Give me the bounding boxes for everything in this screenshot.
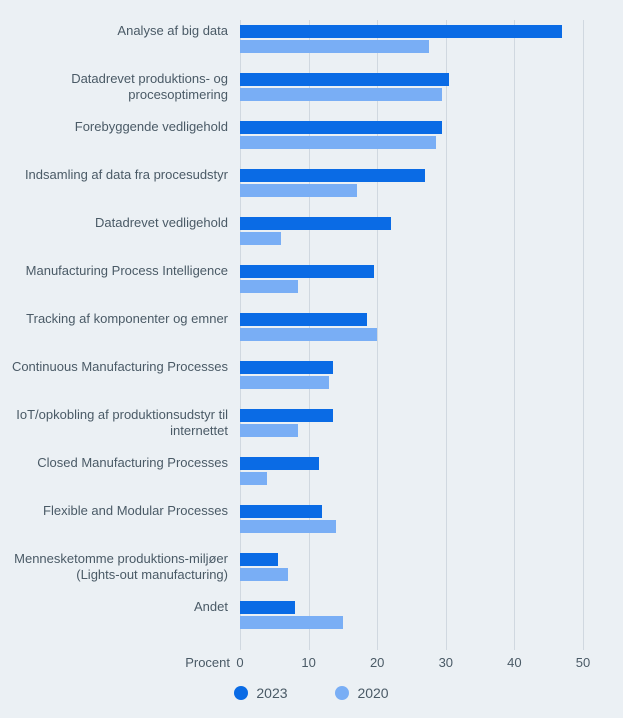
plot-area bbox=[240, 20, 583, 650]
category-label: Analyse af big data bbox=[8, 23, 228, 39]
x-tick-label: 30 bbox=[431, 655, 461, 670]
bar bbox=[240, 265, 374, 278]
bar bbox=[240, 457, 319, 470]
bar bbox=[240, 217, 391, 230]
category-label: Closed Manufacturing Processes bbox=[8, 455, 228, 471]
legend-swatch-2020 bbox=[335, 686, 349, 700]
bar bbox=[240, 184, 357, 197]
category-label: Indsamling af data fra procesudstyr bbox=[8, 167, 228, 183]
bar bbox=[240, 568, 288, 581]
gridline bbox=[446, 20, 447, 650]
category-label: Manufacturing Process Intelligence bbox=[8, 263, 228, 279]
legend-item-2023: 2023 bbox=[234, 685, 287, 701]
x-tick-label: 40 bbox=[499, 655, 529, 670]
category-label: Datadrevet produktions- og procesoptimer… bbox=[8, 71, 228, 104]
bar bbox=[240, 328, 377, 341]
bar bbox=[240, 409, 333, 422]
bar bbox=[240, 280, 298, 293]
bar bbox=[240, 88, 442, 101]
x-tick-label: 20 bbox=[362, 655, 392, 670]
bar bbox=[240, 376, 329, 389]
bar bbox=[240, 520, 336, 533]
bar bbox=[240, 616, 343, 629]
legend: 2023 2020 bbox=[0, 685, 623, 703]
gridline bbox=[514, 20, 515, 650]
x-axis-title: Procent bbox=[170, 655, 230, 670]
bar bbox=[240, 601, 295, 614]
category-label: Datadrevet vedligehold bbox=[8, 215, 228, 231]
legend-label-2020: 2020 bbox=[357, 685, 388, 701]
x-tick-label: 10 bbox=[294, 655, 324, 670]
bar bbox=[240, 472, 267, 485]
category-label: Tracking af komponenter og emner bbox=[8, 311, 228, 327]
category-label: Flexible and Modular Processes bbox=[8, 503, 228, 519]
bar bbox=[240, 361, 333, 374]
bar bbox=[240, 121, 442, 134]
bar bbox=[240, 169, 425, 182]
bar bbox=[240, 553, 278, 566]
gridline bbox=[583, 20, 584, 650]
category-label: Mennesketomme produktions-miljøer (Light… bbox=[8, 551, 228, 584]
bar bbox=[240, 313, 367, 326]
x-tick-label: 50 bbox=[568, 655, 598, 670]
legend-label-2023: 2023 bbox=[256, 685, 287, 701]
bar bbox=[240, 136, 436, 149]
bar bbox=[240, 73, 449, 86]
chart-container: Analyse af big data Datadrevet produktion… bbox=[0, 0, 623, 718]
category-label: Continuous Manufacturing Processes bbox=[8, 359, 228, 375]
category-label: IoT/opkobling af produktionsudstyr til i… bbox=[8, 407, 228, 440]
bar bbox=[240, 424, 298, 437]
category-label: Andet bbox=[8, 599, 228, 615]
gridline bbox=[377, 20, 378, 650]
bar bbox=[240, 232, 281, 245]
legend-item-2020: 2020 bbox=[335, 685, 388, 701]
category-label: Forebyggende vedligehold bbox=[8, 119, 228, 135]
bar bbox=[240, 25, 562, 38]
bar bbox=[240, 505, 322, 518]
bar bbox=[240, 40, 429, 53]
legend-swatch-2023 bbox=[234, 686, 248, 700]
